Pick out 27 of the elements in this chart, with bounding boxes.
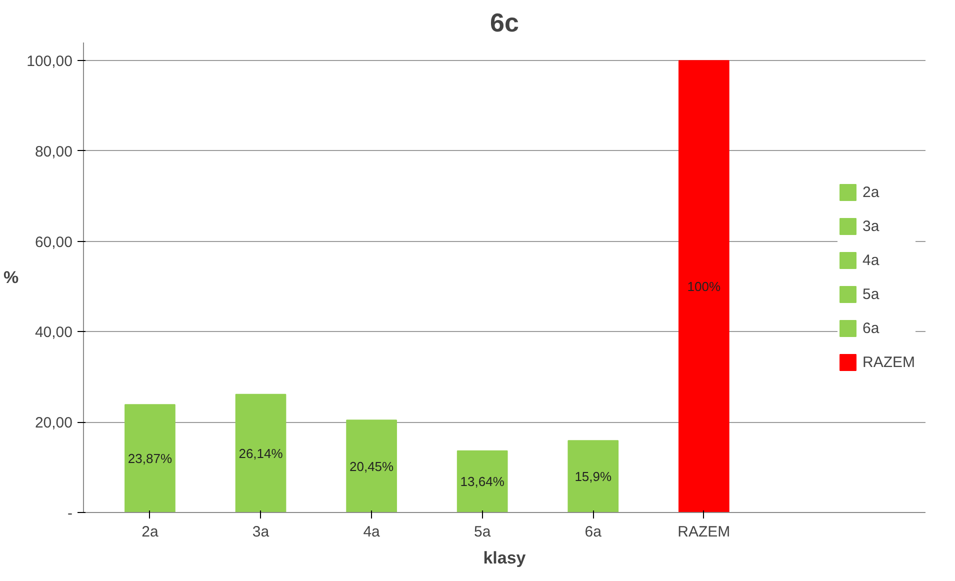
legend-label: 3a	[862, 218, 880, 234]
y-tick-label: -	[68, 505, 73, 522]
y-tick-label: 40,00	[34, 324, 73, 342]
x-tick-label: 4a	[363, 524, 381, 540]
legend-label: 6a	[862, 320, 880, 336]
y-tick-label: 80,00	[34, 143, 73, 160]
y-tick-label: 60,00	[34, 234, 73, 251]
x-axis-title: klasy	[483, 548, 526, 568]
x-tick-label: 2a	[142, 524, 159, 540]
chart-title: 6c	[490, 8, 519, 38]
data-label: 100%	[687, 279, 721, 294]
legend-label: 2a	[862, 184, 880, 200]
data-label: 15,9%	[574, 469, 612, 484]
legend-label: 4a	[862, 252, 880, 268]
x-tick-label: RAZEM	[678, 524, 730, 540]
legend-label: RAZEM	[862, 354, 915, 370]
y-tick-label: 100,00	[26, 53, 73, 70]
data-label: 13,64%	[460, 474, 505, 490]
x-tick-label: 6a	[584, 524, 602, 540]
x-tick-label: 5a	[474, 524, 492, 540]
data-label: 26,14%	[238, 446, 284, 461]
legend-label: 5a	[862, 286, 880, 302]
data-label: 23,87%	[128, 451, 172, 466]
y-axis-title: %	[4, 268, 19, 287]
data-label: 20,45%	[350, 458, 394, 474]
y-tick-label: 20,00	[34, 414, 73, 432]
x-tick-label: 3a	[252, 524, 270, 540]
